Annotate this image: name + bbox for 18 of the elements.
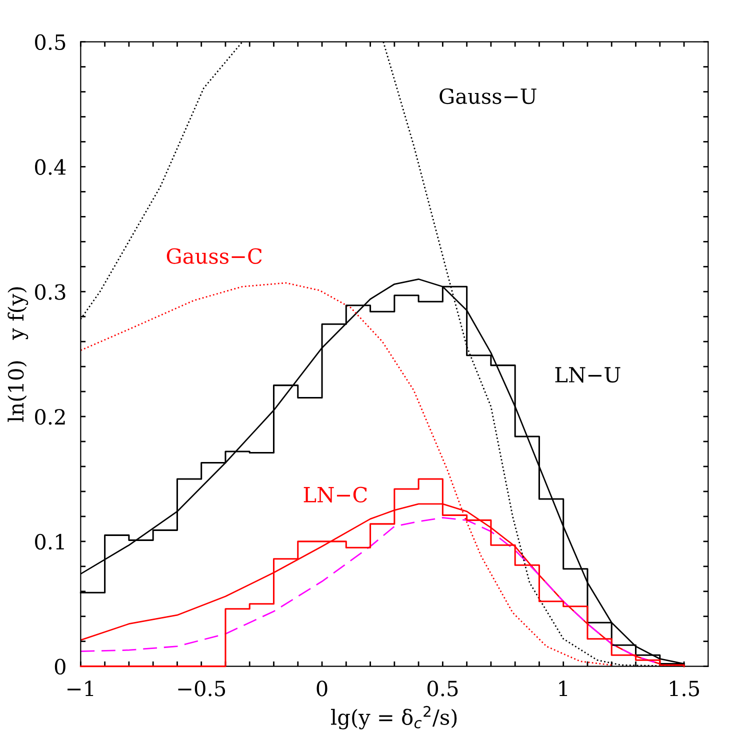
y-tick-label: 0.1 <box>35 534 64 550</box>
y-tick-label: 0.5 <box>35 34 66 50</box>
x-tick-label: 1 <box>559 680 568 696</box>
y-tick-label: 0.4 <box>35 159 66 175</box>
x-tick-label: 1.5 <box>670 680 699 696</box>
series-label: Gauss−U <box>440 88 536 104</box>
x-tick-label: −1 <box>68 680 94 696</box>
y-tick-label: 0.2 <box>35 408 65 425</box>
x-tick-label: −0.5 <box>178 680 226 696</box>
x-tick-label: 0 <box>316 680 328 696</box>
x-tick-label: 0.5 <box>427 680 458 696</box>
series-label: Gauss−C <box>166 248 262 264</box>
y-tick-label: 0 <box>54 658 66 675</box>
y-tick-label: 0.3 <box>35 284 66 300</box>
x-axis-title: lg(y = δ$_{c}$$^{2}$/s) <box>331 706 457 730</box>
text: LN−U <box>555 367 620 383</box>
y-axis-title: ln(10) y f(y) <box>8 287 28 422</box>
series-label: LN−C <box>304 486 367 503</box>
